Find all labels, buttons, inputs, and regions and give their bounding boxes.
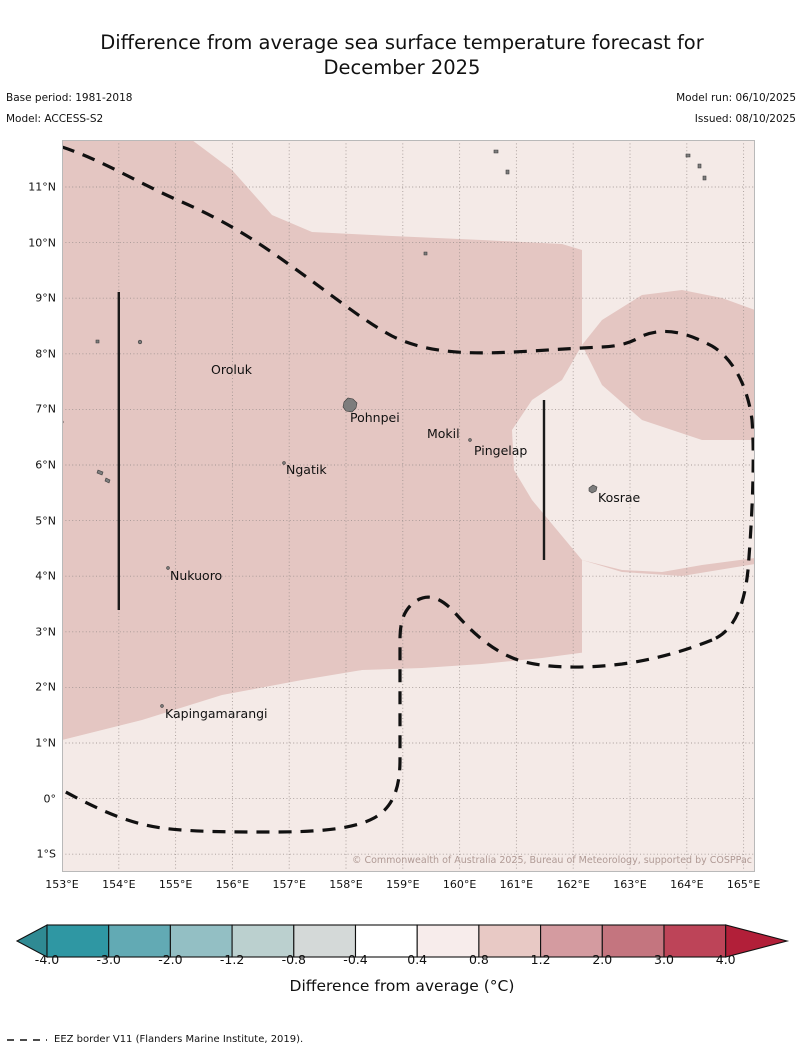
y-tick-0: 0° <box>43 792 57 806</box>
island-minor-w-1 <box>95 339 100 344</box>
y-axis-ticks: 11°N 10°N 9°N 8°N 7°N 6°N 5°N 4°N 3°N 2°… <box>0 140 56 872</box>
dashed-line-icon <box>7 1038 47 1041</box>
y-tick-6n: 6°N <box>35 458 56 472</box>
colorbar-band-3 <box>231 924 295 958</box>
issued-text: Issued: 08/10/2025 <box>694 113 796 125</box>
cb-tick--2.0: -2.0 <box>158 952 183 967</box>
y-tick-9n: 9°N <box>35 291 56 305</box>
island-pohnpei <box>342 397 358 413</box>
island-minor-n-2 <box>505 169 510 175</box>
boundary-lines <box>117 292 546 610</box>
footer-legend-text: EEZ border V11 (Flanders Marine Institut… <box>54 1034 304 1045</box>
x-tick-160e: 160°E <box>442 878 477 891</box>
x-tick-161e: 161°E <box>499 878 534 891</box>
island-mokil-dot <box>62 420 64 424</box>
colorbar-band-4 <box>293 924 357 958</box>
y-tick-11n: 11°N <box>28 180 56 194</box>
cb-tick--0.4: -0.4 <box>343 952 368 967</box>
y-tick-5n: 5°N <box>35 514 56 528</box>
island-minor-n-1 <box>493 149 499 154</box>
y-tick-7n: 7°N <box>35 402 56 416</box>
x-tick-162e: 162°E <box>556 878 590 891</box>
y-tick-10n: 10°N <box>28 236 56 250</box>
map-copyright: © Commonwealth of Australia 2025, Bureau… <box>351 855 752 866</box>
colorbar-axis-label: Difference from average (°C) <box>289 977 515 995</box>
x-tick-159e: 159°E <box>386 878 420 891</box>
colorbar-tick-labels: -4.0 -3.0 -2.0 -1.2 -0.8 -0.4 0.4 0.8 1.… <box>0 952 804 970</box>
x-tick-155e: 155°E <box>158 878 193 891</box>
colorbar-arrow-over <box>725 924 790 958</box>
x-tick-165e: 165°E <box>726 878 761 891</box>
x-tick-156e: 156°E <box>215 878 250 891</box>
model-run-text: Model run: 06/10/2025 <box>676 92 796 104</box>
page-title: Difference from average sea surface temp… <box>0 30 804 80</box>
colorbar-band-10 <box>663 924 727 958</box>
y-tick-1s: 1°S <box>36 847 56 861</box>
island-minor-ne-1 <box>685 153 691 158</box>
cb-tick-4.0: 4.0 <box>715 952 736 967</box>
place-label-ngatik: Ngatik <box>286 462 327 477</box>
x-tick-157e: 157°E <box>272 878 306 891</box>
place-label-nukuoro: Nukuoro <box>170 568 223 583</box>
place-label-pingelap: Pingelap <box>474 443 528 458</box>
y-tick-4n: 4°N <box>35 569 56 583</box>
y-tick-2n: 2°N <box>35 680 56 694</box>
colorbar-band-2 <box>169 924 233 958</box>
base-period-text: Base period: 1981-2018 <box>6 92 133 104</box>
place-label-mokil: Mokil <box>427 426 460 441</box>
x-tick-164e: 164°E <box>670 878 704 891</box>
x-tick-163e: 163°E <box>613 878 647 891</box>
cb-tick-0.8: 0.8 <box>468 952 489 967</box>
cb-tick--4.0: -4.0 <box>34 952 60 967</box>
island-nukuoro-dot <box>166 566 170 570</box>
cb-tick-3.0: 3.0 <box>654 952 674 967</box>
place-label-pohnpei: Pohnpei <box>350 410 400 425</box>
colorbar[interactable] <box>0 918 804 964</box>
island-shapes <box>62 149 707 708</box>
eez-border-south <box>62 595 713 834</box>
island-kapingamarangi-dot <box>160 704 164 708</box>
place-label-oroluk: Oroluk <box>211 362 252 377</box>
footer-legend: EEZ border V11 (Flanders Marine Institut… <box>6 1034 303 1045</box>
colorbar-band-5 <box>354 924 418 958</box>
x-tick-154e: 154°E <box>102 878 136 891</box>
eez-border-north <box>62 145 755 642</box>
place-label-kapingamarangi: Kapingamarangi <box>165 706 268 721</box>
island-minor-w-3 <box>104 477 111 484</box>
x-tick-153e: 153°E <box>45 878 79 891</box>
cb-tick-2.0: 2.0 <box>592 952 613 967</box>
map-plot-area[interactable]: © Commonwealth of Australia 2025, Bureau… <box>62 140 755 872</box>
y-tick-3n: 3°N <box>35 625 56 639</box>
place-label-kosrae: Kosrae <box>598 490 641 505</box>
cb-tick--1.2: -1.2 <box>219 952 245 967</box>
map-svg <box>62 140 755 872</box>
island-kosrae <box>588 484 598 494</box>
island-pingelap-dot <box>468 438 472 442</box>
cb-tick--3.0: -3.0 <box>96 952 121 967</box>
model-text: Model: ACCESS-S2 <box>6 113 104 125</box>
colorbar-band-9 <box>601 924 665 958</box>
colorbar-band-0 <box>46 924 110 958</box>
title-line-2: December 2025 <box>323 56 481 79</box>
island-minor-ne-2 <box>697 163 702 169</box>
island-ngatik-dot <box>282 461 286 465</box>
cb-tick-0.4: 0.4 <box>407 952 428 967</box>
island-oroluk-dot <box>137 339 143 345</box>
cb-tick--0.8: -0.8 <box>281 952 306 967</box>
anomaly-region-mid-main <box>62 140 755 738</box>
anomaly-region-light-southeast <box>582 560 755 872</box>
island-minor-ne-3 <box>702 175 707 181</box>
island-minor-c-1 <box>423 251 428 256</box>
y-tick-8n: 8°N <box>35 347 56 361</box>
island-minor-w-2 <box>96 469 104 476</box>
x-tick-158e: 158°E <box>329 878 363 891</box>
colorbar-band-7 <box>478 924 542 958</box>
y-tick-1n: 1°N <box>35 736 56 750</box>
cb-tick-1.2: 1.2 <box>530 952 551 967</box>
colorbar-svg <box>15 924 790 958</box>
anomaly-region-mid-northeast <box>582 290 755 440</box>
x-axis-ticks: 153°E 154°E 155°E 156°E 157°E 158°E 159°… <box>45 878 760 898</box>
colorbar-band-6 <box>416 924 480 958</box>
title-line-1: Difference from average sea surface temp… <box>100 31 704 54</box>
